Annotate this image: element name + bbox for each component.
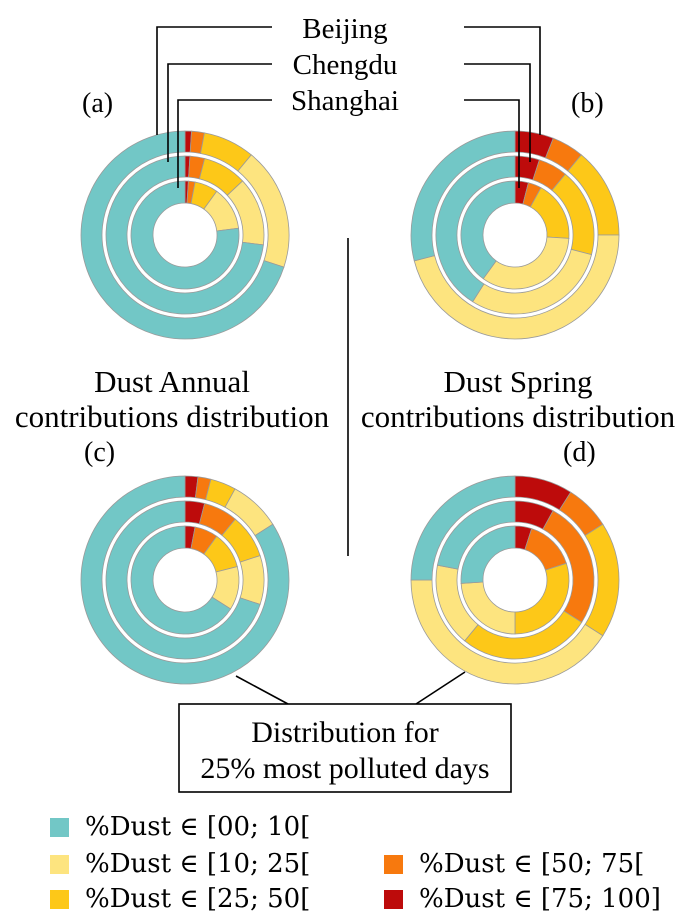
box-caption-line2: 25% most polluted days xyxy=(200,752,489,785)
panel-label-a: (a) xyxy=(82,88,113,119)
legend-label-25-50: %Dust ∈ [25; 50[ xyxy=(85,884,311,914)
legend-swatch-50-75 xyxy=(384,854,403,874)
legend-swatch-00-10 xyxy=(50,817,69,837)
city-label-chengdu: Chengdu xyxy=(293,49,398,81)
city-leader-lines xyxy=(156,26,541,705)
donut-c-shanghai-00-10-segment xyxy=(130,525,232,635)
legend-label-50-75: %Dust ∈ [50; 75[ xyxy=(419,849,645,879)
box-caption-line1: Distribution for xyxy=(251,716,439,749)
donut-c-beijing-00-10-segment xyxy=(80,475,290,685)
donut-chart-c xyxy=(80,475,290,685)
donut-a-beijing-00-10-segment xyxy=(80,130,285,340)
donut-d-beijing-00-10-segment xyxy=(410,475,516,581)
donut-c-chengdu-00-10-segment xyxy=(105,500,261,660)
donut-c-chengdu-10-25-segment xyxy=(239,555,265,605)
leader-shanghai-a xyxy=(177,99,272,188)
legend: %Dust ∈ [00; 10[ %Dust ∈ [10; 25[ %Dust … xyxy=(50,800,670,914)
donut-b-chengdu-00-10-segment xyxy=(435,155,516,303)
polluted-days-box xyxy=(178,703,512,793)
legend-item-25-50: %Dust ∈ [25; 50[ xyxy=(50,884,310,914)
donut-chart-a xyxy=(80,130,290,340)
legend-item-00-10: %Dust ∈ [00; 10[ xyxy=(50,812,310,842)
annual-caption-line2: contributions distribution xyxy=(15,399,330,434)
city-label-beijing: Beijing xyxy=(302,13,387,45)
legend-label-10-25: %Dust ∈ [10; 25[ xyxy=(85,849,311,879)
donut-a-chengdu-00-10-segment xyxy=(105,155,264,315)
donut-a-shanghai-00-10-segment xyxy=(130,180,240,290)
legend-swatch-10-25 xyxy=(50,854,69,874)
panel-label-d: (d) xyxy=(563,437,596,468)
donut-b-beijing-00-10-segment xyxy=(410,130,516,262)
legend-item-50-75: %Dust ∈ [50; 75[ xyxy=(384,849,644,879)
donut-chart-b xyxy=(410,130,620,340)
leader-shanghai-b xyxy=(464,99,520,188)
legend-item-75-100: %Dust ∈ [75; 100] xyxy=(384,884,661,914)
leader-chengdu-a xyxy=(167,63,272,162)
legend-label-75-100: %Dust ∈ [75; 100] xyxy=(419,884,661,914)
leader-beijing-a xyxy=(156,26,272,135)
leader-chengdu-b xyxy=(464,63,531,162)
spring-caption-line2: contributions distribution xyxy=(361,399,676,434)
panel-label-c: (c) xyxy=(84,437,115,468)
legend-swatch-25-50 xyxy=(50,889,69,909)
donut-chart-d xyxy=(410,475,620,685)
donut-d-shanghai-00-10-segment xyxy=(460,525,516,584)
spring-caption-line1: Dust Spring xyxy=(444,364,593,399)
panel-label-b: (b) xyxy=(571,88,604,119)
annual-caption-line1: Dust Annual xyxy=(94,364,250,399)
legend-item-10-25: %Dust ∈ [10; 25[ xyxy=(50,849,310,879)
donut-b-shanghai-00-10-segment xyxy=(460,180,516,280)
box-connector-left xyxy=(235,675,289,705)
figure-canvas: Beijing Chengdu Shanghai (a) (b) (c) (d)… xyxy=(15,13,676,793)
box-connector-right xyxy=(415,671,466,705)
donut-d-chengdu-00-10-segment xyxy=(436,500,516,570)
leader-beijing-b xyxy=(464,26,541,135)
city-label-shanghai: Shanghai xyxy=(291,85,399,117)
legend-swatch-75-100 xyxy=(384,889,403,909)
legend-label-00-10: %Dust ∈ [00; 10[ xyxy=(85,812,311,842)
